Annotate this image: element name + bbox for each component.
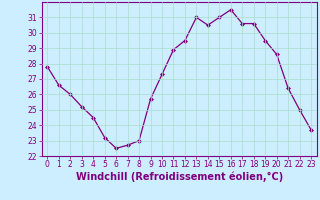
X-axis label: Windchill (Refroidissement éolien,°C): Windchill (Refroidissement éolien,°C) — [76, 172, 283, 182]
